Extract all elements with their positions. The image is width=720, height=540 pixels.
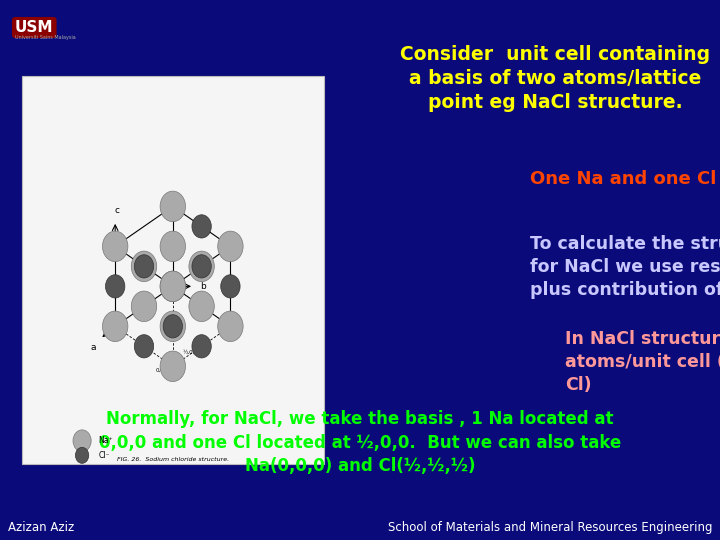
Text: a: a bbox=[90, 343, 96, 352]
Circle shape bbox=[163, 315, 182, 338]
Circle shape bbox=[163, 235, 182, 258]
Bar bbox=[5, 5, 150, 50]
Circle shape bbox=[135, 335, 153, 358]
Circle shape bbox=[131, 251, 157, 282]
Text: 0,0,0: 0,0,0 bbox=[156, 368, 170, 373]
Circle shape bbox=[189, 251, 215, 282]
Circle shape bbox=[106, 275, 125, 298]
Text: Cl⁻: Cl⁻ bbox=[99, 451, 110, 460]
Circle shape bbox=[160, 271, 186, 302]
Text: Consider  unit cell containing
a basis of two atoms/lattice
point eg NaCl struct: Consider unit cell containing a basis of… bbox=[400, 45, 710, 112]
Circle shape bbox=[189, 291, 215, 322]
Text: Normally, for NaCl, we take the basis , 1 Na located at
0,0,0 and one Cl located: Normally, for NaCl, we take the basis , … bbox=[99, 410, 621, 475]
Text: One Na and one Cl per lattice pt.: One Na and one Cl per lattice pt. bbox=[530, 170, 720, 188]
Circle shape bbox=[192, 215, 211, 238]
Text: b: b bbox=[200, 282, 206, 291]
Circle shape bbox=[221, 275, 240, 298]
Circle shape bbox=[135, 255, 153, 278]
Circle shape bbox=[131, 291, 157, 322]
Circle shape bbox=[102, 311, 128, 342]
Circle shape bbox=[217, 311, 243, 342]
Circle shape bbox=[160, 231, 186, 262]
Text: USM: USM bbox=[15, 20, 53, 35]
Bar bbox=[22, 76, 324, 464]
Circle shape bbox=[76, 447, 89, 463]
Circle shape bbox=[163, 275, 182, 298]
Text: FIG. 26.  Sodium chloride structure.: FIG. 26. Sodium chloride structure. bbox=[117, 457, 229, 462]
Text: c: c bbox=[114, 206, 120, 215]
Text: Azizan Aziz: Azizan Aziz bbox=[8, 521, 74, 534]
Circle shape bbox=[73, 430, 91, 451]
Text: To calculate the structure factor
for NaCl we use result for fcc
plus contributi: To calculate the structure factor for Na… bbox=[530, 235, 720, 299]
Circle shape bbox=[160, 191, 186, 222]
Text: Na⁺: Na⁺ bbox=[99, 436, 113, 446]
Text: In NaCl structure, 8
atoms/unit cell (4 Na and 4
Cl): In NaCl structure, 8 atoms/unit cell (4 … bbox=[565, 330, 720, 394]
Circle shape bbox=[160, 311, 186, 342]
Text: School of Materials and Mineral Resources Engineering: School of Materials and Mineral Resource… bbox=[387, 521, 712, 534]
Text: Universiti Sains Malaysia: Universiti Sains Malaysia bbox=[15, 35, 76, 40]
Circle shape bbox=[160, 271, 186, 302]
Text: ½,0,0: ½,0,0 bbox=[183, 349, 199, 355]
Circle shape bbox=[160, 351, 186, 382]
Circle shape bbox=[135, 295, 153, 318]
Circle shape bbox=[102, 231, 128, 262]
Circle shape bbox=[192, 335, 211, 358]
Circle shape bbox=[217, 231, 243, 262]
Circle shape bbox=[192, 295, 211, 318]
Circle shape bbox=[192, 255, 211, 278]
